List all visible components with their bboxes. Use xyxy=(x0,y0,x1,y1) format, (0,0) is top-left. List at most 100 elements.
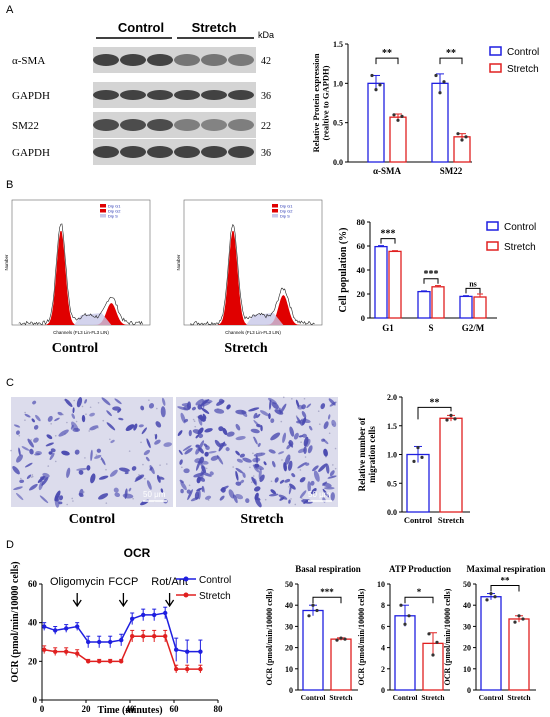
y-axis-label: Relative number of xyxy=(357,417,367,492)
blot-band xyxy=(228,90,254,100)
migrated-cell xyxy=(128,487,132,492)
blot-band xyxy=(147,90,173,100)
migrated-cell xyxy=(228,489,235,499)
x-tick-label: Stretch xyxy=(507,693,531,702)
significance-mark: ns xyxy=(469,279,477,288)
y-tick-label: 2 xyxy=(381,665,385,674)
histogram-trace xyxy=(18,223,143,326)
migrated-cell xyxy=(271,402,279,410)
y-tick-label: 80 xyxy=(357,217,366,227)
x-tick-label: Stretch xyxy=(421,693,445,702)
data-point xyxy=(438,91,442,95)
significance-bracket xyxy=(423,278,439,284)
migrated-cell xyxy=(253,452,266,457)
migrated-cell xyxy=(134,475,143,482)
migrated-cell xyxy=(235,409,247,415)
migrated-cell xyxy=(98,493,109,500)
migrated-cell xyxy=(24,413,31,418)
migrated-cell xyxy=(202,399,213,403)
migrated-cell xyxy=(287,460,293,471)
blot-group-control: Control xyxy=(118,20,164,35)
migrated-cell xyxy=(13,486,23,491)
migrated-cell xyxy=(140,405,145,411)
chart-a-protein-expression: 0.0 0.5 1.0 1.5 Relative Protein expression(… xyxy=(311,40,539,176)
migrated-cell xyxy=(50,448,56,453)
migrated-cell xyxy=(89,412,95,417)
migrated-cell xyxy=(195,434,199,439)
migrated-cell xyxy=(268,413,271,420)
y-tick-label: 0.5 xyxy=(333,119,343,128)
migrated-cell xyxy=(312,465,319,472)
chart-title: Maximal respiration xyxy=(466,564,545,574)
y-tick-label: 2.0 xyxy=(387,393,397,402)
legend-label: Stretch xyxy=(199,591,231,602)
migrated-cell xyxy=(149,467,153,471)
migrated-cell xyxy=(106,422,116,431)
migrated-cell xyxy=(45,442,54,447)
migrated-cell xyxy=(251,476,257,485)
migrated-cell xyxy=(54,417,60,422)
data-point xyxy=(442,80,446,84)
migrated-cell xyxy=(214,408,225,414)
migrated-cell xyxy=(327,414,331,420)
significance-mark: ** xyxy=(430,397,440,408)
injection-label: FCCP xyxy=(108,576,138,588)
pore xyxy=(299,469,302,471)
significance-mark: *** xyxy=(381,229,396,240)
y-tick-label: 0 xyxy=(289,686,293,695)
migrated-cell xyxy=(226,404,231,410)
x-axis-label: Channels (FL3 Lin-FL3 LIN) xyxy=(53,330,109,335)
migrated-cell xyxy=(268,493,279,497)
migrated-cell xyxy=(270,489,277,495)
migrated-cell xyxy=(24,462,33,468)
blot-band xyxy=(228,146,254,158)
migrated-cell xyxy=(204,495,212,500)
migrated-cell xyxy=(204,428,213,433)
significance-bracket xyxy=(312,596,342,604)
migrated-cell xyxy=(54,495,60,508)
pore xyxy=(71,497,73,500)
chart-title: ATP Production xyxy=(389,564,451,574)
blot-band xyxy=(174,54,200,66)
migrated-cell xyxy=(219,442,227,447)
data-point xyxy=(119,637,124,643)
y-axis-label: migration cells xyxy=(367,426,377,483)
migrated-cell xyxy=(235,470,239,481)
migrated-cell xyxy=(146,438,151,449)
g2-peak xyxy=(264,295,303,325)
significance-bracket xyxy=(490,585,520,592)
migrated-cell xyxy=(301,417,307,426)
chart-title: OCR xyxy=(124,546,151,560)
migrated-cell xyxy=(310,480,315,486)
y-axis-label: OCR (pmol/min/10000 cells) xyxy=(265,588,274,685)
bar xyxy=(389,116,407,163)
legend-label: Control xyxy=(504,222,536,233)
migrated-cell xyxy=(155,421,162,428)
x-tick-label: Control xyxy=(479,693,504,702)
bar xyxy=(388,250,402,319)
legend-label: Control xyxy=(507,47,539,58)
g2-peak xyxy=(92,303,131,325)
legend-label: Stretch xyxy=(504,242,536,253)
x-tick-label: Stretch xyxy=(438,515,465,525)
migrated-cell xyxy=(278,494,288,500)
s-phase-area xyxy=(74,313,112,325)
migrated-cell xyxy=(205,445,210,450)
bar xyxy=(480,596,502,691)
pore xyxy=(165,463,168,465)
pore xyxy=(304,456,307,458)
y-axis-label: (realtive to GAPDH) xyxy=(321,65,331,140)
migrated-cell xyxy=(15,430,20,435)
migrated-cell xyxy=(323,448,328,457)
migrated-cell xyxy=(260,425,263,432)
migrated-cell xyxy=(180,412,186,424)
data-point xyxy=(370,73,374,78)
migrated-cell xyxy=(235,450,240,456)
legend-swatch xyxy=(100,209,106,213)
significance-mark: ** xyxy=(382,48,392,59)
migrated-cell xyxy=(146,480,152,490)
y-axis-label: Cell population (%) xyxy=(338,227,349,312)
y-tick-label: 0.0 xyxy=(387,508,397,517)
blot-protein-label: GAPDH xyxy=(12,147,50,159)
migrated-cell xyxy=(78,492,84,497)
